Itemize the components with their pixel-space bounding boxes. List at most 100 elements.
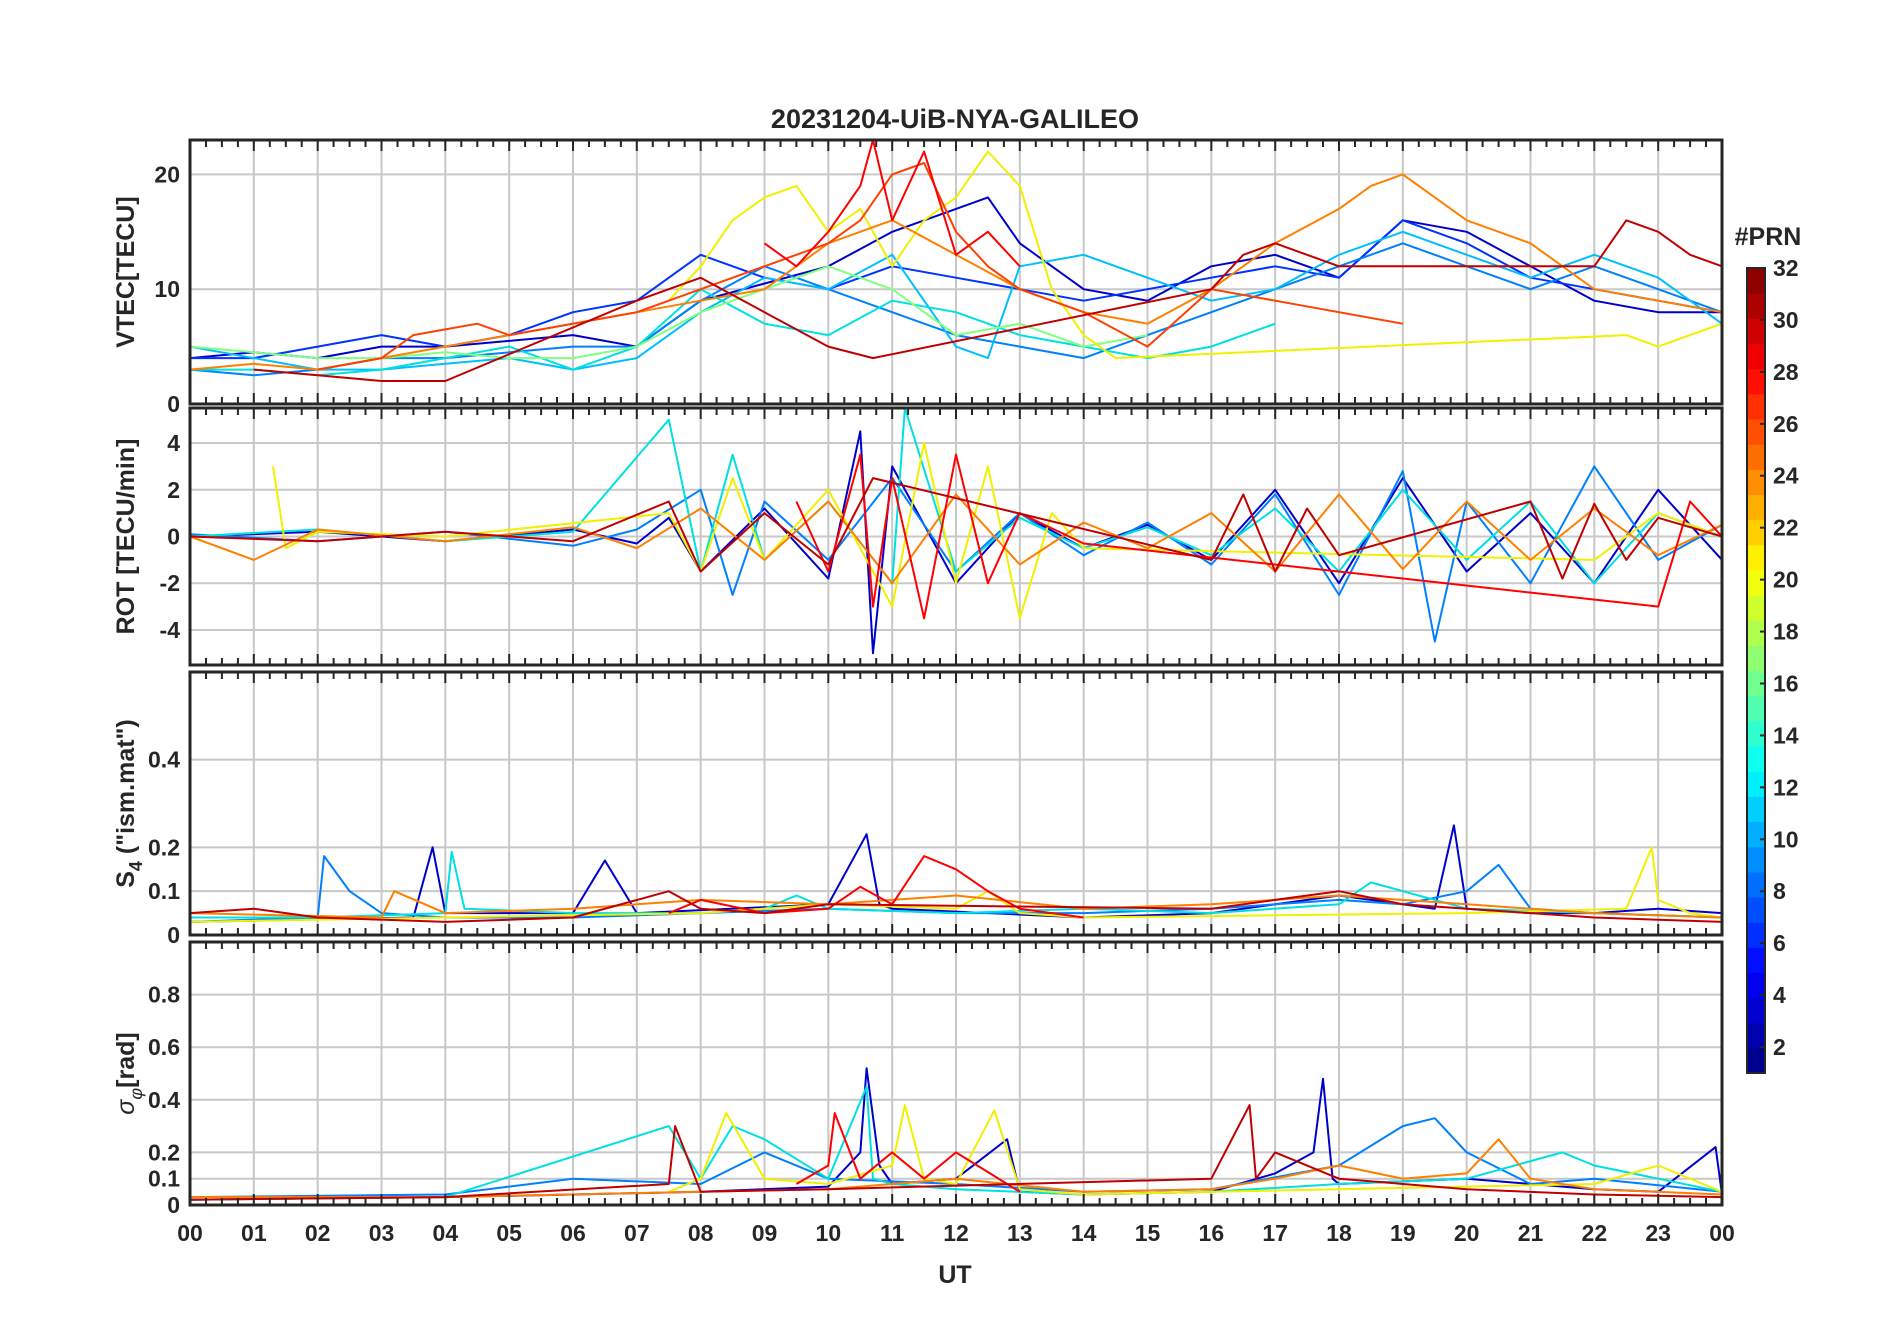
- y-axis-label: VTEC[TECU]: [112, 196, 140, 347]
- colorbar-segment: [1747, 444, 1765, 470]
- colorbar-segment: [1747, 343, 1765, 370]
- colorbar-tick-label: 32: [1773, 255, 1799, 281]
- x-tick-label: 00: [177, 1220, 203, 1246]
- colorbar-tick-label: 24: [1773, 463, 1799, 489]
- colorbar-segment: [1747, 268, 1765, 294]
- series-line-prn-13: [190, 408, 1722, 585]
- x-tick-label: 02: [305, 1220, 331, 1246]
- colorbar-segment: [1747, 519, 1765, 546]
- y-axis-label: S4 ("ism.mat"): [112, 719, 146, 888]
- x-tick-label: 11: [880, 1220, 905, 1246]
- x-tick-label: 06: [560, 1220, 586, 1246]
- series-line-prn-20: [272, 442, 1722, 620]
- colorbar-segment: [1747, 293, 1765, 319]
- x-tick-label: 22: [1582, 1220, 1608, 1246]
- series-line-prn-24: [190, 493, 1722, 585]
- series-line-prn-20: [190, 846, 1722, 923]
- series-group: [190, 1067, 1722, 1201]
- colorbar-tick-label: 18: [1773, 619, 1799, 645]
- colorbar-segment: [1747, 393, 1765, 420]
- series-line-prn-2: [190, 196, 1722, 360]
- colorbar-segment: [1747, 871, 1765, 898]
- series-line-prn-31: [253, 219, 1722, 382]
- colorbar-segment: [1747, 368, 1765, 395]
- y-tick-label: 2: [167, 477, 180, 503]
- y-tick-label: 10: [154, 276, 180, 302]
- series-line-prn-28: [763, 140, 1021, 268]
- colorbar-segment: [1747, 318, 1765, 345]
- x-tick-label: 12: [943, 1220, 969, 1246]
- series-line-prn-31: [190, 1104, 1722, 1201]
- colorbar-tick-label: 4: [1773, 982, 1786, 1008]
- panel-s4: 0 0.1 0.2 0.4S4 ("ism.mat"): [112, 670, 1724, 948]
- x-tick-label: 17: [1262, 1220, 1288, 1246]
- series-line-prn-17: [190, 265, 1148, 360]
- x-tick-label: 03: [369, 1220, 395, 1246]
- x-tick-label: 09: [752, 1220, 778, 1246]
- series-line-prn-28: [795, 453, 1722, 620]
- y-tick-label: 0: [167, 1192, 180, 1218]
- colorbar-segment: [1747, 494, 1765, 521]
- y-tick-label: -2: [160, 570, 180, 596]
- x-tick-label: 08: [688, 1220, 714, 1246]
- y-tick-label: 0.4: [148, 747, 180, 773]
- x-tick-label: 18: [1326, 1220, 1352, 1246]
- series-line-prn-31: [190, 890, 1722, 923]
- y-axis-label: ROT [TECU/min]: [112, 439, 140, 635]
- colorbar-tick-label: 14: [1773, 722, 1799, 748]
- x-minor-ticks: [189, 942, 1723, 1205]
- x-tick-label: 15: [1135, 1220, 1161, 1246]
- series-line-prn-31: [190, 477, 1722, 580]
- series-line-prn-13: [190, 850, 1722, 919]
- x-tick-label: 00: [1709, 1220, 1735, 1246]
- series-line-prn-20: [668, 150, 1722, 360]
- colorbar-segment: [1747, 972, 1765, 999]
- colorbar-segment: [1747, 796, 1765, 823]
- colorbar-segment: [1747, 620, 1765, 646]
- colorbar-tick-label: 6: [1773, 930, 1786, 956]
- colorbar-segment: [1747, 645, 1765, 672]
- x-tick-label: 23: [1645, 1220, 1671, 1246]
- colorbar-tick-label: 2: [1773, 1034, 1786, 1060]
- series-line-prn-11: [190, 230, 1722, 371]
- panel-rot: -4 -2 0 2 4 ROT [TECU/min]: [112, 406, 1724, 667]
- colorbar-segment: [1747, 544, 1765, 571]
- series-line-prn-28: [795, 1112, 1021, 1193]
- colorbar-segment: [1747, 720, 1765, 747]
- x-minor-ticks: [189, 408, 1723, 665]
- y-tick-label: 0.1: [148, 1166, 180, 1192]
- y-tick-label: 0: [167, 391, 180, 417]
- colorbar-tick-label: 10: [1773, 826, 1799, 852]
- panel-vtec: 0 10 20 VTEC[TECU]: [112, 138, 1724, 417]
- x-tick-label: 20: [1454, 1220, 1480, 1246]
- chart-title: 20231204-UiB-NYA-GALILEO: [771, 104, 1139, 134]
- y-axis-label: σφ[rad]: [112, 1032, 146, 1114]
- colorbar-tick-label: 22: [1773, 515, 1799, 541]
- x-axis-label: UT: [938, 1261, 971, 1289]
- x-minor-ticks: [189, 672, 1723, 935]
- series-group: [190, 140, 1722, 382]
- y-tick-label: 0.2: [148, 834, 180, 860]
- colorbar-segment: [1747, 846, 1765, 873]
- colorbar-tick-label: 28: [1773, 359, 1799, 385]
- colorbar-segment: [1747, 418, 1765, 445]
- x-minor-ticks: [189, 140, 1723, 404]
- x-tick-label: 04: [433, 1220, 459, 1246]
- colorbar-frame: [1746, 267, 1766, 1074]
- colorbar-segment: [1747, 595, 1765, 621]
- y-tick-label: 20: [154, 161, 180, 187]
- x-tick-labels: 00 01 02 03 04 05 06 07 08 09 10 11 12 13 14 15 16 17 18 19…: [177, 1220, 1735, 1246]
- panel-sigma_phi: 00.10.2 0.4 0.6 0.8σφ[rad]: [112, 940, 1724, 1218]
- x-tick-label: 13: [1007, 1220, 1033, 1246]
- colorbar-segment: [1747, 469, 1765, 496]
- y-tick-label: 0.8: [148, 982, 180, 1008]
- colorbar-tick-label: 20: [1773, 567, 1799, 593]
- colorbar-segment: [1747, 1047, 1765, 1074]
- colorbar-segment: [1747, 569, 1765, 596]
- colorbar-segment: [1747, 771, 1765, 797]
- x-tick-label: 05: [496, 1220, 522, 1246]
- colorbar-tick-label: 8: [1773, 878, 1786, 904]
- y-tick-label: 0.1: [148, 878, 180, 904]
